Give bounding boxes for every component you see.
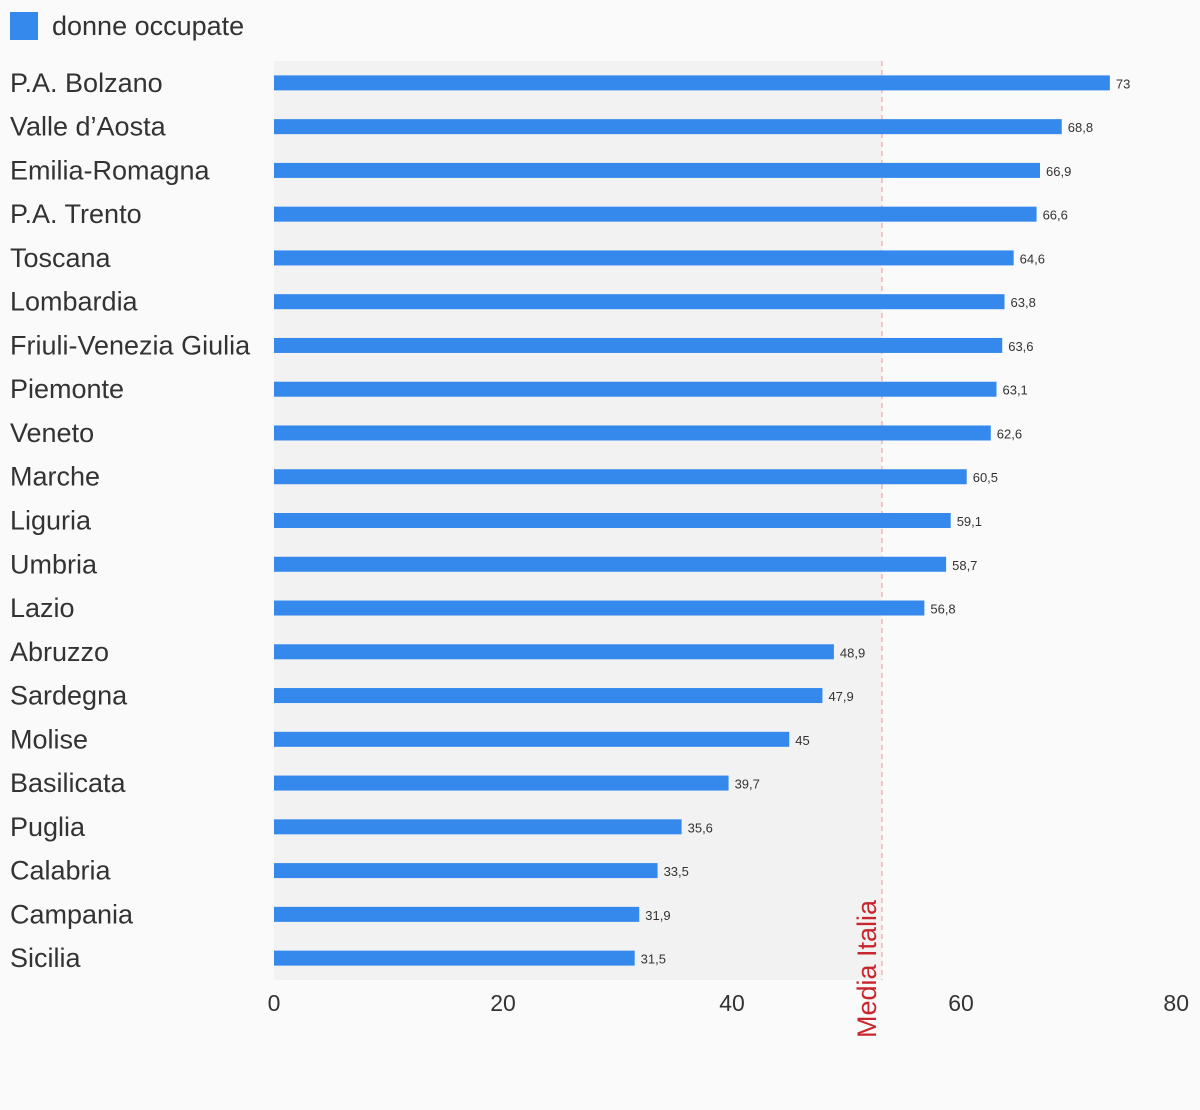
data-label: 48,9: [840, 645, 865, 660]
x-tick-label: 60: [948, 990, 974, 1016]
category-label: Marche: [10, 462, 100, 492]
data-label: 60,5: [973, 470, 998, 485]
data-label: 62,6: [997, 426, 1022, 441]
data-label: 66,9: [1046, 164, 1071, 179]
data-label: 33,5: [664, 864, 689, 879]
data-label: 63,1: [1002, 383, 1027, 398]
bar: [274, 819, 682, 835]
bar: [274, 162, 1041, 178]
data-label: 66,6: [1043, 208, 1068, 223]
bar: [274, 644, 834, 660]
category-label: Emilia-Romagna: [10, 155, 211, 185]
data-label: 73: [1116, 76, 1130, 91]
data-label: 63,8: [1011, 295, 1036, 310]
bar: [274, 688, 823, 704]
category-label: Liguria: [10, 506, 92, 536]
bar: [274, 206, 1037, 222]
category-label: Lombardia: [10, 287, 139, 317]
bar: [274, 425, 991, 441]
category-label: Toscana: [10, 243, 112, 273]
data-label: 39,7: [735, 777, 760, 792]
bar: [274, 775, 729, 791]
bar: [274, 469, 967, 485]
bar: [274, 381, 997, 397]
bar: [274, 337, 1003, 353]
value-labels: 73 68,8 66,9 66,6 64,6 63,8 63,6 63,1 62,6 60,5 59…: [641, 76, 1131, 966]
bars-group: [274, 75, 1110, 966]
reference-line-label: Media Italia: [852, 899, 882, 1038]
data-label: 64,6: [1020, 251, 1045, 266]
category-label: Campania: [10, 899, 134, 929]
category-label: Molise: [10, 724, 88, 754]
bar: [274, 731, 790, 747]
bar: [274, 863, 658, 879]
data-label: 63,6: [1008, 339, 1033, 354]
data-label: 56,8: [930, 602, 955, 617]
bar: [274, 600, 925, 616]
legend-swatch: [10, 12, 38, 40]
x-axis-ticks: 0 20 40 60 80: [268, 990, 1189, 1016]
bar: [274, 119, 1062, 135]
category-label: Friuli-Venezia Giulia: [10, 330, 251, 360]
category-labels: P.A. Bolzano Valle d’Aosta Emilia-Romagna P…: [10, 68, 251, 973]
category-label: Calabria: [10, 856, 112, 886]
bar: [274, 294, 1005, 310]
data-label: 31,5: [641, 952, 666, 967]
x-tick-label: 0: [268, 990, 281, 1016]
category-label: Veneto: [10, 418, 94, 448]
bar: [274, 950, 635, 966]
bar: [274, 250, 1014, 266]
x-tick-label: 40: [719, 990, 745, 1016]
category-label: Basilicata: [10, 768, 127, 798]
data-label: 35,6: [688, 820, 713, 835]
category-label: Abruzzo: [10, 637, 109, 667]
category-label: Puglia: [10, 812, 86, 842]
data-label: 45: [795, 733, 809, 748]
category-label: P.A. Trento: [10, 199, 142, 229]
bar: [274, 906, 640, 922]
data-label: 47,9: [828, 689, 853, 704]
category-label: Sardegna: [10, 681, 128, 711]
category-label: Valle d’Aosta: [10, 112, 167, 142]
category-label: Umbria: [10, 549, 98, 579]
data-label: 59,1: [957, 514, 982, 529]
bar: [274, 513, 951, 528]
data-label: 68,8: [1068, 120, 1093, 135]
category-label: Sicilia: [10, 943, 82, 973]
data-label: 58,7: [952, 558, 977, 573]
legend: donne occupate: [10, 8, 244, 44]
bar: [274, 75, 1110, 91]
legend-label: donne occupate: [52, 10, 245, 41]
category-label: Lazio: [10, 593, 75, 623]
bar: [274, 556, 947, 572]
category-label: P.A. Bolzano: [10, 68, 163, 98]
data-label: 31,9: [645, 908, 670, 923]
x-tick-label: 80: [1163, 990, 1189, 1016]
x-tick-label: 20: [490, 990, 516, 1016]
category-label: Piemonte: [10, 374, 124, 404]
